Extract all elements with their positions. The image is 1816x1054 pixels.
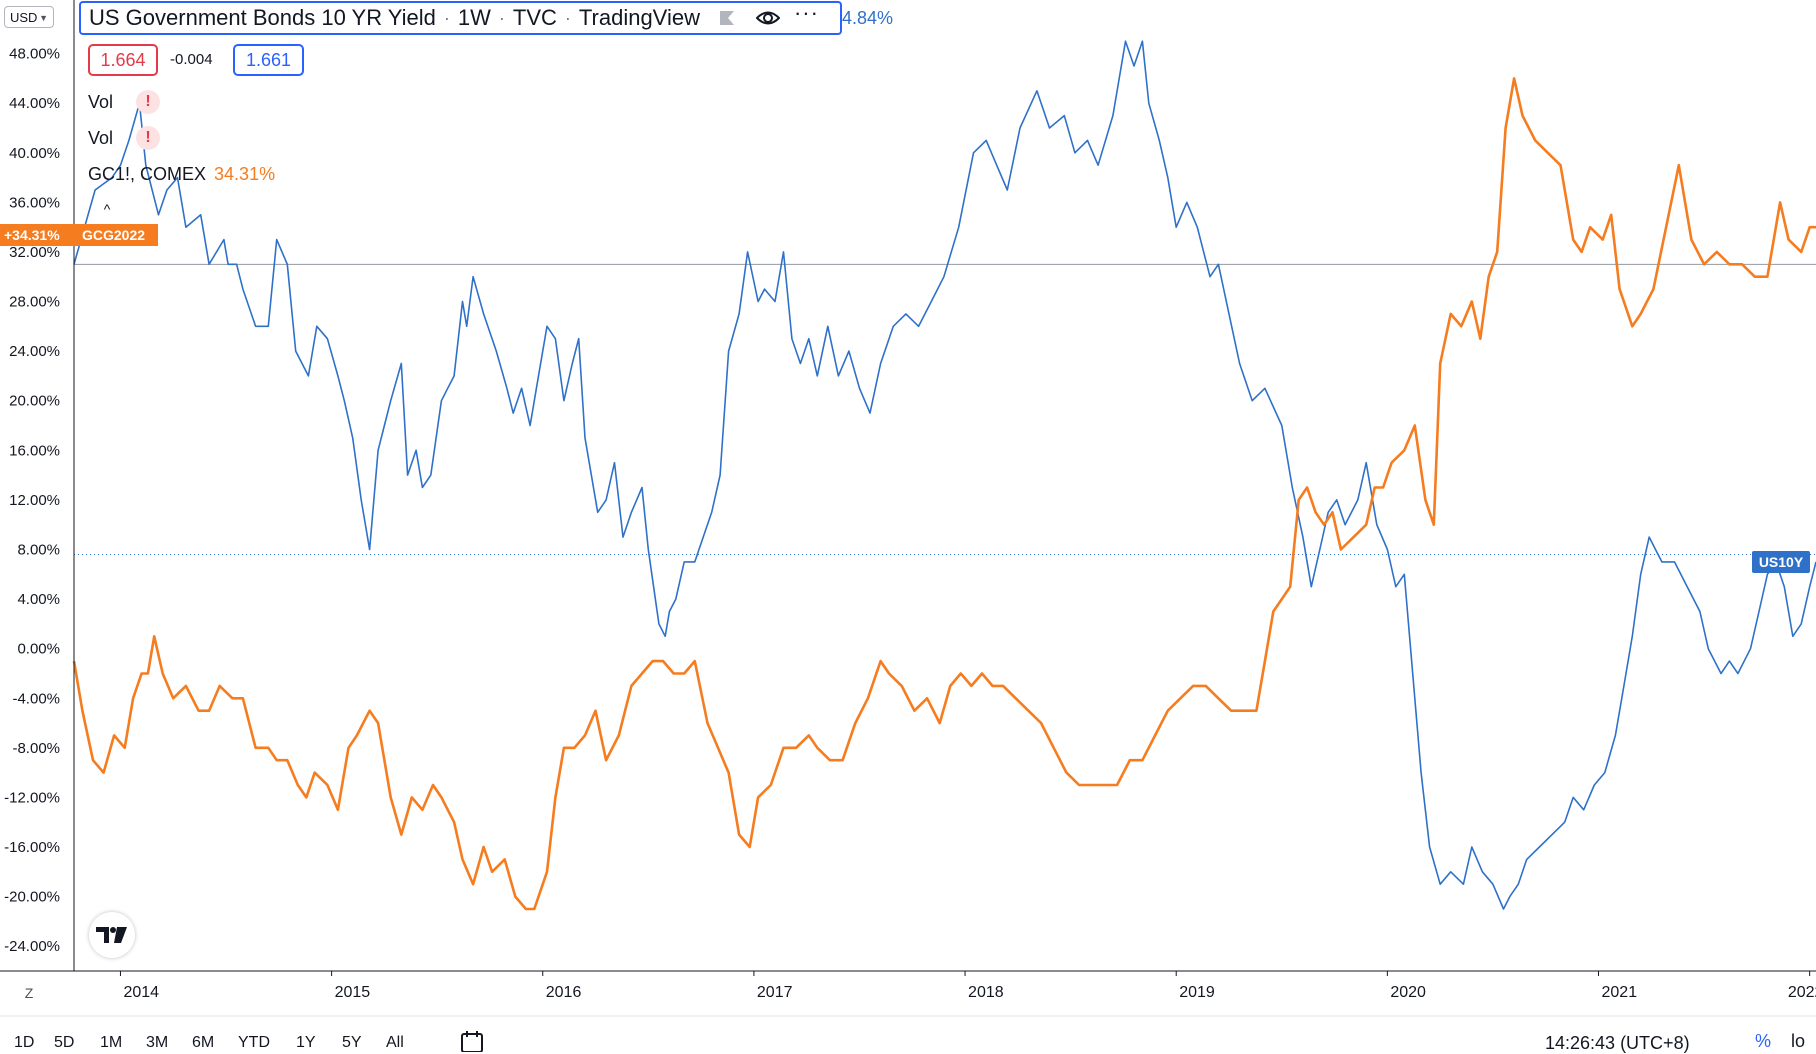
us10y-symbol-tag: US10Y: [1752, 551, 1810, 573]
y-tick-label: 40.00%: [9, 145, 60, 162]
y-tick-label: 28.00%: [9, 294, 60, 311]
range-button[interactable]: 1D: [14, 1034, 35, 1051]
y-tick-label: -16.00%: [4, 839, 60, 856]
zoom-reset-button[interactable]: Z: [24, 985, 34, 1001]
x-tick-label: 2017: [757, 984, 793, 1001]
chevron-up-icon: ^: [103, 201, 111, 217]
gc-percent-tag: +34.31%: [0, 224, 78, 246]
warning-icon[interactable]: !: [136, 126, 160, 150]
y-tick-label: 16.00%: [9, 442, 60, 459]
title-separator: ·: [443, 7, 450, 28]
title-separator: ·: [564, 7, 571, 28]
interval-label[interactable]: 1W: [457, 5, 491, 30]
x-tick-label: 2014: [123, 984, 159, 1001]
title-separator: ·: [498, 7, 505, 28]
y-tick-label: -8.00%: [12, 740, 60, 757]
clock-display[interactable]: 14:26:43 (UTC+8): [1545, 1033, 1690, 1053]
percent-scale-toggle[interactable]: %: [1755, 1031, 1772, 1051]
y-tick-label: 20.00%: [9, 393, 60, 410]
y-tick-label: 12.00%: [9, 492, 60, 509]
title-percent-value: 4.84%: [842, 8, 894, 28]
exchange-label: TVC: [512, 5, 557, 30]
vol-label: Vol: [88, 92, 114, 112]
y-tick-label: 32.00%: [9, 244, 60, 261]
x-tick-label: 2021: [1602, 984, 1638, 1001]
series-line: [73, 40, 1816, 910]
range-button[interactable]: 3M: [146, 1034, 169, 1051]
tradingview-logo-icon: [96, 927, 127, 943]
gc-symbol-tag: GCG2022: [78, 224, 158, 246]
collapse-legend-button[interactable]: ^: [94, 197, 120, 221]
eye-icon[interactable]: [755, 8, 780, 28]
series-line: [72, 77, 1816, 911]
currency-label: USD: [10, 10, 38, 25]
current-price-box: 1.661: [233, 44, 304, 76]
currency-select[interactable]: USD ▼: [4, 6, 54, 28]
y-tick-label: -4.00%: [12, 690, 60, 707]
y-tick-label: -20.00%: [4, 889, 60, 906]
y-tick-label: -24.00%: [4, 938, 60, 955]
legend-comparison[interactable]: GC1!, COMEX 34.31%: [88, 164, 275, 185]
range-button[interactable]: 6M: [192, 1034, 215, 1051]
previous-close-box: 1.664: [88, 44, 158, 76]
comparison-symbol: GC1!, COMEX: [88, 164, 207, 184]
y-tick-label: 0.00%: [17, 641, 60, 658]
chevron-down-icon: ▼: [39, 13, 48, 23]
range-button[interactable]: 1M: [100, 1034, 123, 1051]
range-selector-bar: 1D 5D 1M 3M 6M YTD 1Y 5Y All: [0, 1026, 1816, 1052]
x-tick-label: 2016: [546, 984, 582, 1001]
flag-icon[interactable]: [718, 10, 736, 26]
y-tick-label: 44.00%: [9, 95, 60, 112]
y-tick-label: -12.00%: [4, 789, 60, 806]
calendar-icon[interactable]: [460, 1030, 484, 1052]
range-button[interactable]: 5D: [54, 1034, 75, 1051]
log-scale-toggle[interactable]: lo: [1791, 1031, 1806, 1051]
comparison-value: 34.31%: [214, 164, 276, 184]
x-tick-label: 2020: [1390, 984, 1426, 1001]
range-button[interactable]: YTD: [238, 1034, 270, 1051]
x-tick-label: 2015: [335, 984, 371, 1001]
y-tick-label: 8.00%: [17, 541, 60, 558]
range-button[interactable]: 1Y: [296, 1034, 316, 1051]
price-change: -0.004: [170, 51, 213, 68]
source-label: TradingView: [578, 5, 700, 30]
warning-icon[interactable]: !: [136, 90, 160, 114]
more-options-icon[interactable]: ···: [793, 0, 819, 25]
x-tick-label: 2019: [1179, 984, 1215, 1001]
y-tick-label: 48.00%: [9, 46, 60, 63]
x-tick-label: 2022: [1788, 984, 1816, 1001]
vol-label: Vol: [88, 128, 114, 148]
legend-vol-2[interactable]: Vol !: [88, 126, 160, 150]
x-tick-label: 2018: [968, 984, 1004, 1001]
y-tick-label: 24.00%: [9, 343, 60, 360]
y-tick-label: 36.00%: [9, 194, 60, 211]
y-tick-label: 4.00%: [17, 591, 60, 608]
range-button[interactable]: All: [386, 1034, 404, 1051]
symbol-title-box[interactable]: US Government Bonds 10 YR Yield · 1W · T…: [79, 1, 842, 35]
legend-vol-1[interactable]: Vol !: [88, 90, 160, 114]
symbol-title: US Government Bonds 10 YR Yield: [89, 5, 436, 30]
range-button[interactable]: 5Y: [342, 1034, 362, 1051]
tradingview-logo[interactable]: [89, 912, 135, 958]
